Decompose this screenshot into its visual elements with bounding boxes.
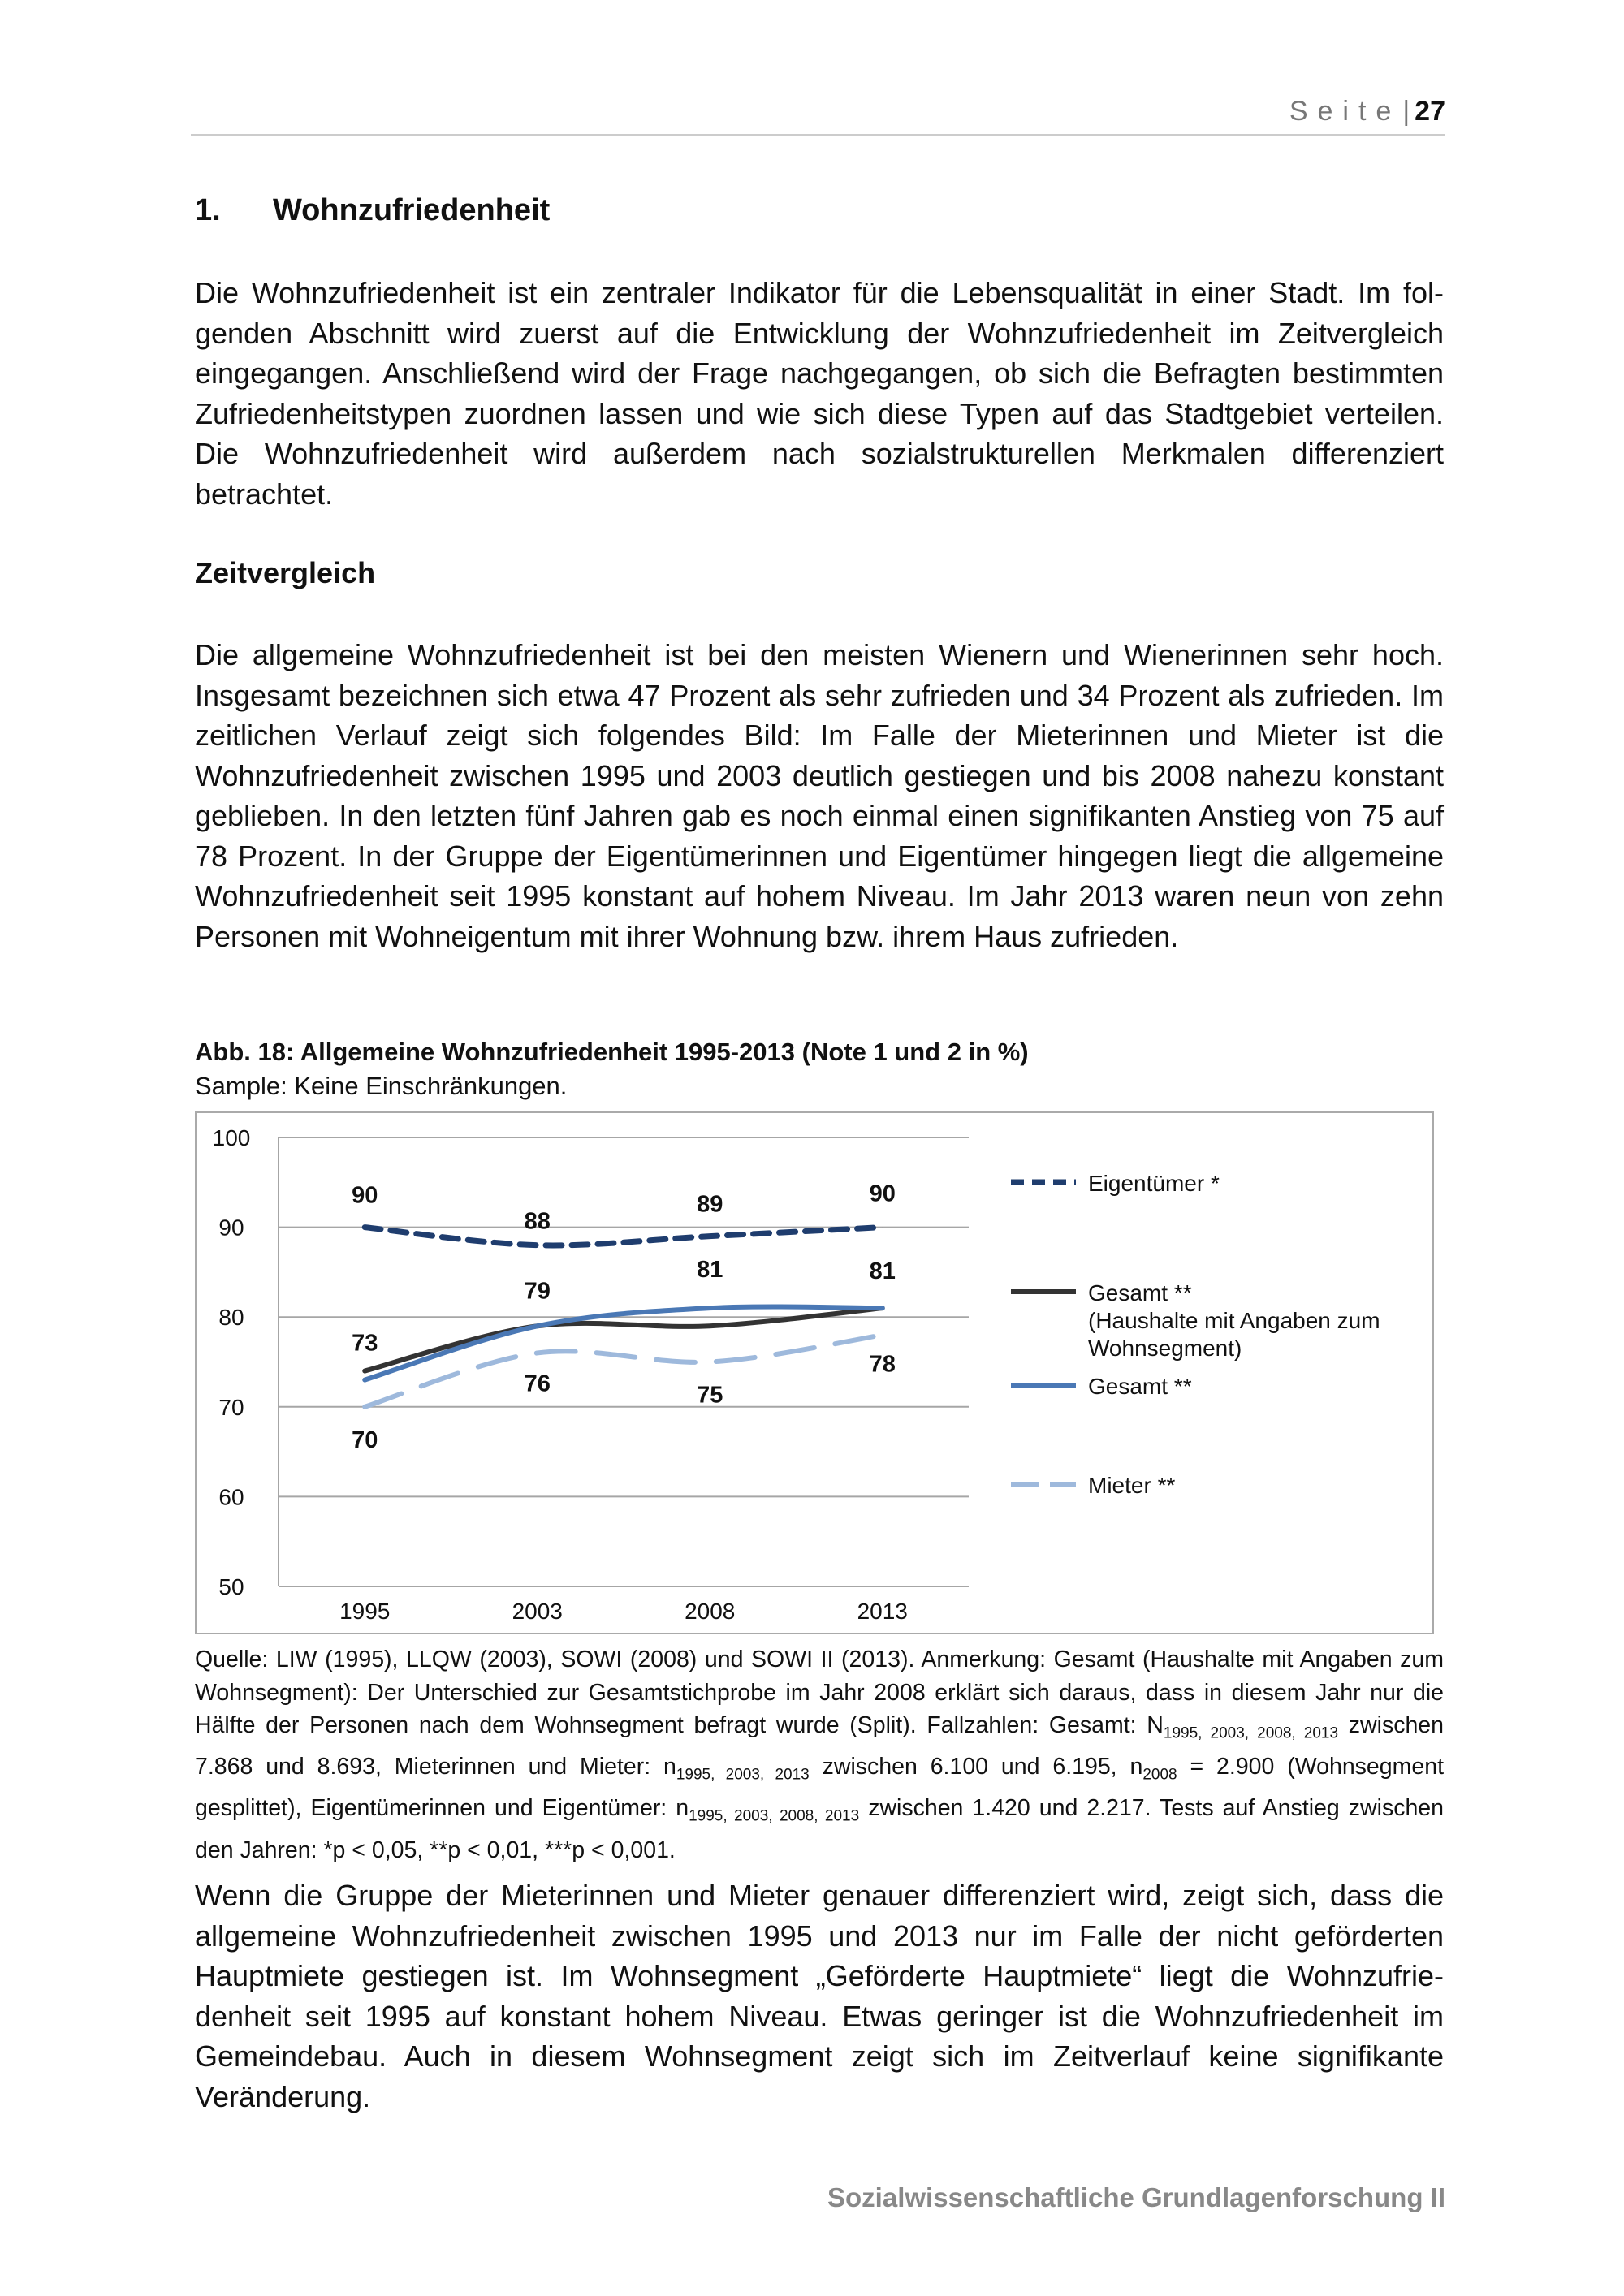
legend-mieter-label: Mieter **: [1088, 1473, 1175, 1498]
source-note-text-2: zwischen 7.868 und 8.693, Mieterinnen un…: [195, 1712, 1445, 1780]
legend-gesamt-haushalte-label: Wohnsegment): [1088, 1336, 1242, 1361]
series-line-mieter: [362, 1332, 885, 1409]
section-number: 1.: [195, 193, 221, 227]
legend-gesamt-label: Gesamt **: [1088, 1374, 1192, 1399]
page-number: 27: [1415, 96, 1445, 127]
source-note-sub-3: 2008: [1142, 1766, 1177, 1784]
header-separator: |: [1402, 96, 1410, 127]
header-label: Seite: [1289, 96, 1402, 127]
data-label: 90: [870, 1181, 896, 1207]
source-note-text-3: zwischen 6.100 und 6.195, n: [809, 1754, 1143, 1780]
x-tick-label: 1995: [339, 1599, 390, 1624]
section-title: Wohnzufriedenheit: [273, 193, 551, 227]
figure-caption: Abb. 18: Allgemeine Wohnzufriedenheit 19…: [195, 1038, 1029, 1066]
subheading: Zeitvergleich: [195, 556, 376, 589]
page-header: Seite| 27: [1289, 96, 1445, 127]
x-tick-label: 2013: [857, 1599, 908, 1624]
source-note-text-5: zwischen 1.420 und 2.217. Tests auf Anst…: [195, 1795, 1444, 1863]
data-label: 89: [697, 1192, 723, 1218]
section-heading: 1. Wohnzufriedenheit: [195, 193, 550, 228]
data-label: 78: [870, 1351, 896, 1377]
source-note-sub-4: 1995, 2003, 2008, 2013: [689, 1808, 860, 1826]
data-label: 75: [697, 1383, 723, 1409]
source-note-text-4: = 2.900 (Wohnsegment gesplittet), Eigent…: [195, 1754, 1444, 1822]
x-tick-label: 2003: [512, 1599, 563, 1624]
header-rule: [191, 134, 1445, 136]
legend-gesamt-haushalte-label: Gesamt **: [1088, 1280, 1192, 1306]
data-label: 88: [525, 1209, 551, 1235]
series-line-eigentuemer: [361, 1224, 886, 1249]
data-label: 79: [525, 1278, 551, 1304]
y-tick-label: 100: [213, 1125, 251, 1150]
data-label: 81: [870, 1258, 896, 1284]
data-label: 70: [352, 1427, 378, 1453]
y-tick-label: 70: [218, 1395, 244, 1420]
figure-sample: Sample: Keine Einschränkungen.: [195, 1072, 568, 1100]
series-line-gesamt: [362, 1304, 885, 1383]
legend-gesamt-haushalte-label: (Haushalte mit Angaben zum: [1088, 1308, 1380, 1333]
intro-paragraph: Die Wohnzufriedenheit ist ein zentraler …: [195, 276, 1444, 511]
data-label: 73: [352, 1331, 378, 1357]
data-label: 76: [525, 1370, 551, 1396]
y-tick-label: 60: [218, 1484, 244, 1509]
chart-frame: 50 60 70 80 90 100 1995 2003 2008 2013 90 88 89 90 73 7…: [195, 1111, 1434, 1634]
y-tick-label: 50: [218, 1574, 244, 1599]
y-tick-label: 80: [218, 1305, 244, 1330]
data-label: 81: [697, 1257, 723, 1283]
data-label: 90: [352, 1183, 378, 1209]
comparison-paragraph: Die allgemeine Wohnzufriedenheit ist bei…: [195, 638, 1444, 953]
y-tick-label: 90: [218, 1215, 244, 1241]
source-note-text-1: Quelle: LIW (1995), LLQW (2003), SOWI (2…: [195, 1646, 1444, 1738]
line-chart: 50 60 70 80 90 100 1995 2003 2008 2013 90 88 89 90 73 7…: [213, 1125, 1380, 1624]
source-note: Quelle: LIW (1995), LLQW (2003), SOWI (2…: [195, 1643, 1444, 1867]
series-line-gesamt-haushalte: [362, 1306, 885, 1374]
legend-eigentuemer-label: Eigentümer *: [1088, 1171, 1220, 1196]
closing-paragraph: Wenn die Gruppe der Mieterinnen und Miet…: [195, 1879, 1444, 2113]
source-note-sub-1: 1995, 2003, 2008, 2013: [1163, 1724, 1339, 1742]
source-note-sub-2: 1995, 2003, 2013: [676, 1766, 810, 1784]
page-footer: Sozialwissenschaftliche Grundlagenforsch…: [827, 2182, 1445, 2212]
x-tick-label: 2008: [685, 1599, 735, 1624]
